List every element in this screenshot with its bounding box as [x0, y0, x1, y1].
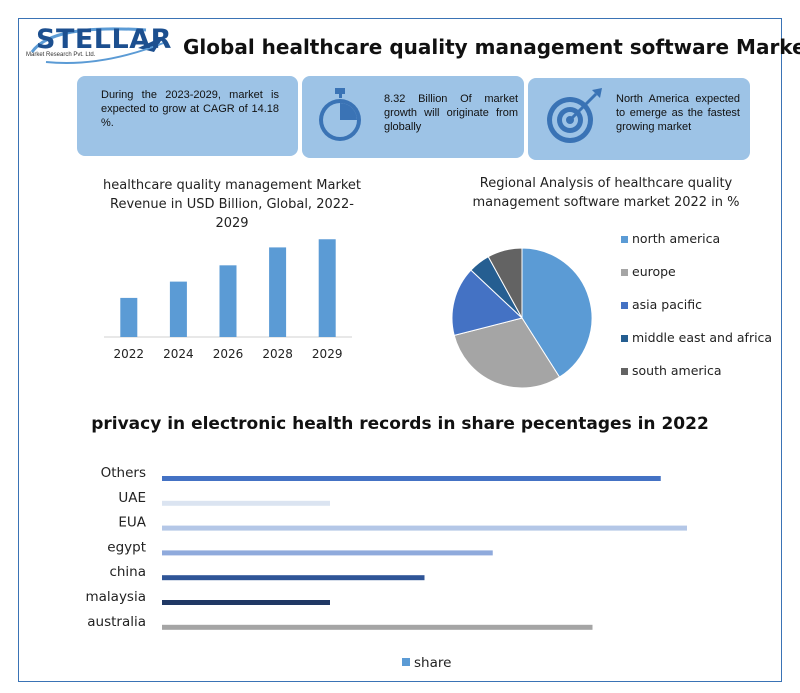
privacy-chart-title: privacy in electronic health records in … — [91, 414, 709, 434]
bar-2024 — [169, 281, 187, 337]
legend-label-middle-east-and-africa: middle east and africa — [632, 330, 772, 345]
hbar-UAE — [162, 500, 330, 506]
legend-label-europe: europe — [632, 264, 676, 279]
info-box-region: North America expected to emerge as the … — [528, 78, 750, 160]
stopwatch-icon — [319, 88, 361, 141]
target-icon — [547, 88, 602, 143]
hbar-china — [162, 575, 425, 581]
y-tick-label-UAE: UAE — [118, 490, 146, 506]
hbar-malaysia — [162, 600, 330, 605]
x-tick-label-2024: 2024 — [163, 347, 194, 361]
revenue-chart-title: healthcare quality management Market Rev… — [103, 178, 361, 231]
bar-2026 — [219, 265, 237, 337]
regional-pie-chart: north america europe asia pacific middle ea… — [451, 231, 772, 389]
x-tick-label-2022: 2022 — [114, 347, 145, 361]
x-tick-label-2026: 2026 — [213, 347, 244, 361]
info-text-cagr: During the 2023-2029, market is expected… — [101, 89, 279, 129]
page-title: Global healthcare quality management sof… — [183, 35, 800, 59]
y-tick-label-australia: australia — [87, 614, 146, 630]
legend-label-share: share — [414, 655, 451, 671]
info-box-growth: 8.32 Billion Of market growth will origi… — [302, 76, 524, 158]
privacy-bar-chart: Others UAE EUA egypt china malaysia australia s… — [86, 465, 687, 671]
legend-label-north-america: north america — [632, 231, 720, 246]
bar-2022 — [120, 297, 138, 337]
bar-2028 — [269, 247, 287, 337]
stellar-logo: STELLAR Market Research Pvt. Ltd. — [26, 22, 176, 74]
legend-swatch-middle-east-and-africa — [621, 335, 628, 342]
logo-subtext: Market Research Pvt. Ltd. — [26, 52, 96, 58]
legend-label-asia-pacific: asia pacific — [632, 297, 702, 312]
bar-2029 — [318, 239, 336, 337]
y-tick-label-EUA: EUA — [118, 515, 146, 531]
legend-swatch-north-america — [621, 236, 628, 243]
hbar-EUA — [162, 525, 687, 531]
legend-swatch-south-america — [621, 368, 628, 375]
hbar-Others — [162, 476, 661, 481]
y-tick-label-malaysia: malaysia — [86, 589, 147, 605]
legend-label-south-america: south america — [632, 363, 722, 378]
legend-swatch-asia-pacific — [621, 302, 628, 309]
info-box-cagr: During the 2023-2029, market is expected… — [77, 76, 298, 156]
regional-chart-title: Regional Analysis of healthcare quality … — [472, 176, 740, 210]
info-text-region: North America expected to emerge as the … — [616, 93, 740, 133]
x-tick-label-2028: 2028 — [262, 347, 293, 361]
y-tick-label-Others: Others — [101, 465, 146, 481]
info-text-growth: 8.32 Billion Of market growth will origi… — [384, 93, 518, 133]
revenue-bar-chart: 2022 2024 2026 2028 2029 — [104, 239, 352, 361]
logo-swoosh — [30, 27, 167, 65]
y-tick-label-china: china — [109, 564, 146, 580]
y-tick-label-egypt: egypt — [107, 539, 146, 555]
logo-text: STELLAR — [36, 24, 172, 55]
pie-slice-south-america — [487, 247, 523, 319]
pie-slice-europe — [453, 317, 561, 389]
x-tick-label-2029: 2029 — [312, 347, 343, 361]
legend-swatch-share — [402, 658, 410, 666]
hbar-australia — [162, 624, 593, 630]
pie-slice-asia-pacific — [451, 269, 524, 337]
legend-swatch-europe — [621, 269, 628, 276]
infographic-frame — [18, 18, 782, 682]
hbar-egypt — [162, 550, 493, 556]
